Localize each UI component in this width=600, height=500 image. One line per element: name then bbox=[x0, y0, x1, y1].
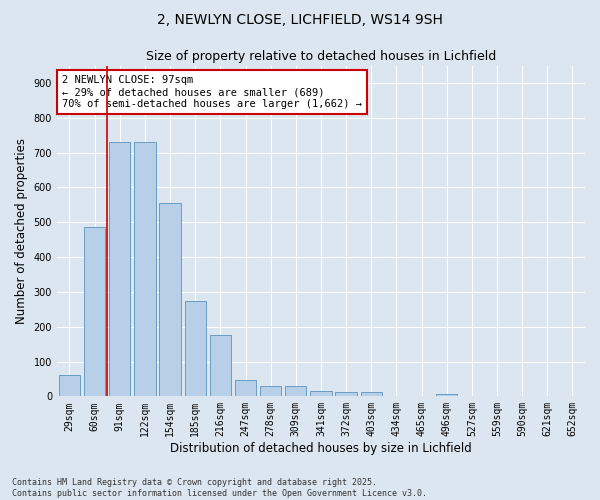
Bar bbox=[160, 203, 181, 396]
Bar bbox=[209, 336, 231, 396]
Bar bbox=[235, 380, 256, 396]
Bar bbox=[134, 142, 155, 397]
Bar bbox=[185, 300, 206, 396]
Title: Size of property relative to detached houses in Lichfield: Size of property relative to detached ho… bbox=[146, 50, 496, 63]
Text: 2, NEWLYN CLOSE, LICHFIELD, WS14 9SH: 2, NEWLYN CLOSE, LICHFIELD, WS14 9SH bbox=[157, 12, 443, 26]
Bar bbox=[109, 142, 130, 397]
Bar bbox=[310, 392, 332, 396]
Bar bbox=[285, 386, 307, 396]
X-axis label: Distribution of detached houses by size in Lichfield: Distribution of detached houses by size … bbox=[170, 442, 472, 455]
Y-axis label: Number of detached properties: Number of detached properties bbox=[15, 138, 28, 324]
Bar bbox=[335, 392, 357, 396]
Bar bbox=[436, 394, 457, 396]
Bar bbox=[361, 392, 382, 396]
Text: Contains HM Land Registry data © Crown copyright and database right 2025.
Contai: Contains HM Land Registry data © Crown c… bbox=[12, 478, 427, 498]
Bar bbox=[59, 374, 80, 396]
Text: 2 NEWLYN CLOSE: 97sqm
← 29% of detached houses are smaller (689)
70% of semi-det: 2 NEWLYN CLOSE: 97sqm ← 29% of detached … bbox=[62, 76, 362, 108]
Bar bbox=[84, 228, 106, 396]
Bar bbox=[260, 386, 281, 396]
